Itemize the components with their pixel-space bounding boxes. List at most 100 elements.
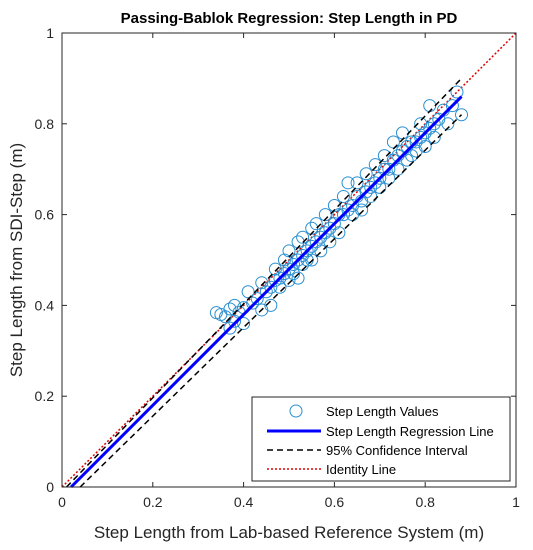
data-point [268, 262, 282, 276]
data-point [350, 176, 364, 190]
data-point [418, 140, 432, 153]
legend: Step Length Values Step Length Regressio… [251, 396, 511, 482]
y-tick-label: 0.6 [35, 207, 55, 223]
legend-label-values: Step Length Values [326, 404, 439, 419]
series-layer [61, 32, 517, 489]
data-point [223, 302, 237, 316]
data-point [359, 185, 373, 199]
y-tick-label: 0.8 [35, 116, 55, 132]
tick-layer: 0 0.2 0.4 0.6 0.8 1 0 0.2 0.4 0.6 0.8 1 [35, 25, 521, 510]
data-point [355, 203, 369, 217]
data-point [287, 267, 301, 281]
data-point [445, 99, 459, 113]
legend-marker-values [289, 404, 303, 418]
data-point [323, 221, 337, 235]
data-point [287, 258, 301, 272]
data-point [264, 298, 278, 312]
data-point [418, 126, 432, 140]
y-tick-label: 0.2 [35, 388, 55, 404]
data-point [218, 310, 232, 324]
data-point [346, 199, 360, 213]
x-tick-label: 1 [512, 494, 520, 510]
y-tick-label: 0 [46, 479, 54, 495]
data-point [432, 112, 446, 126]
data-point [273, 280, 287, 294]
legend-label-identity: Identity Line [326, 462, 396, 477]
plot-frame [61, 32, 517, 488]
data-point [309, 217, 323, 231]
y-tick-label: 1 [46, 25, 54, 41]
data-point [250, 292, 264, 306]
data-point [423, 121, 437, 135]
data-point [400, 153, 414, 167]
y-axis-label: Step Length from SDI-Step (m) [7, 143, 26, 377]
data-point [364, 189, 378, 203]
data-point [282, 262, 296, 276]
data-point [382, 171, 396, 185]
data-point [237, 317, 251, 331]
data-point [300, 244, 314, 258]
data-point [364, 180, 378, 194]
data-point [273, 271, 287, 285]
data-point [277, 267, 291, 281]
data-point [291, 253, 305, 267]
data-point [296, 230, 310, 244]
data-point [414, 117, 428, 131]
data-point [323, 235, 337, 249]
data-point [241, 285, 255, 299]
data-point [332, 226, 346, 240]
x-tick-label: 0.2 [143, 494, 163, 510]
regression-line [70, 95, 463, 489]
data-point [246, 296, 260, 310]
legend-label-ci: 95% Confidence Interval [326, 443, 468, 458]
y-tick-label: 0.4 [35, 297, 55, 313]
data-point [264, 280, 278, 294]
x-tick-label: 0.6 [325, 494, 345, 510]
data-point [314, 230, 328, 244]
x-tick-label: 0.4 [234, 494, 254, 510]
data-point [409, 144, 423, 158]
data-point [414, 130, 428, 144]
data-point [341, 176, 355, 190]
data-point [427, 130, 441, 144]
x-tick-label: 0.8 [415, 494, 435, 510]
legend-box [251, 396, 511, 482]
data-point [409, 135, 423, 149]
data-point [277, 253, 291, 267]
data-point [309, 235, 323, 249]
data-point [368, 176, 382, 190]
data-point [296, 248, 310, 262]
data-point [327, 199, 341, 213]
data-point [359, 167, 373, 181]
data-point [341, 203, 355, 217]
data-point [282, 273, 296, 287]
data-point [373, 171, 387, 185]
chart-title: Passing-Bablok Regression: Step Length i… [121, 10, 458, 27]
x-axis-label: Step Length from Lab-based Reference Sys… [94, 523, 484, 542]
data-point [255, 303, 269, 317]
x-tick-label: 0 [58, 494, 66, 510]
data-point [305, 239, 319, 253]
data-point [255, 276, 269, 290]
data-point [336, 208, 350, 222]
data-point [318, 208, 332, 222]
data-point [228, 298, 242, 312]
data-point [391, 162, 405, 176]
ci-upper-line [66, 77, 463, 488]
data-point [291, 271, 305, 285]
data-point [318, 226, 332, 240]
data-point [327, 217, 341, 231]
data-point [368, 158, 382, 172]
data-point [336, 189, 350, 203]
data-point [228, 314, 242, 328]
data-point [441, 117, 455, 131]
ci-lower-line [79, 114, 463, 488]
data-point [450, 85, 464, 99]
data-point [314, 244, 328, 258]
legend-label-regression: Step Length Regression Line [326, 424, 494, 439]
data-point [377, 149, 391, 163]
data-point [427, 117, 441, 131]
data-point [405, 149, 419, 163]
data-point [455, 108, 469, 122]
